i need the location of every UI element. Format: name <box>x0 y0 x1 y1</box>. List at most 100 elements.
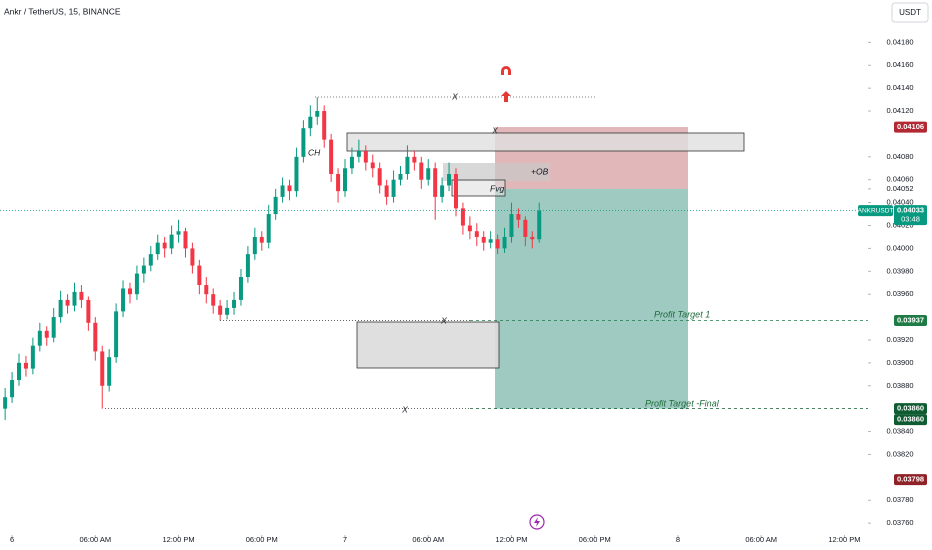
candle-body <box>72 291 77 306</box>
candle-body <box>65 299 70 306</box>
annotation: X <box>401 404 408 414</box>
fvg-box <box>451 179 506 197</box>
candle-body <box>197 265 202 286</box>
candle-body <box>460 208 465 226</box>
x-tick-label: 06:00 PM <box>579 535 611 544</box>
y-tick-label: 0.04140 <box>886 83 913 92</box>
arrow-icon <box>501 91 511 102</box>
candle-body <box>23 362 28 369</box>
candle-body <box>100 351 105 386</box>
y-tick-label: 0.03920 <box>886 335 913 344</box>
candle-body <box>30 345 35 369</box>
x-tick-label: 12:00 PM <box>495 535 527 544</box>
current-badge <box>894 205 927 226</box>
candle-body <box>419 162 424 180</box>
levels <box>0 210 868 410</box>
candle-body <box>169 234 174 249</box>
demand-box <box>356 321 500 369</box>
y-tick-label: 0.04052 <box>886 184 913 193</box>
magnet-icon[interactable] <box>501 66 511 75</box>
candle-body <box>232 299 237 308</box>
candle-body <box>176 231 181 235</box>
price-badge <box>894 403 927 415</box>
price-badge-label: 0.03798 <box>897 475 924 484</box>
candle-body <box>259 236 264 243</box>
candle-body <box>474 231 479 237</box>
currency-label: USDT <box>899 8 921 17</box>
candle-body <box>252 236 257 255</box>
candle-body <box>516 214 521 220</box>
y-tick-label: 0.04000 <box>886 243 913 252</box>
y-tick-label: 0.03760 <box>886 518 913 527</box>
candle-body <box>356 151 361 157</box>
candle-body <box>155 242 160 255</box>
annotation: Fvg <box>490 183 504 193</box>
x-tick-label: 06:00 AM <box>79 535 111 544</box>
y-tick-label: 0.03900 <box>886 358 913 367</box>
candles <box>3 97 542 421</box>
price-badge <box>894 315 927 327</box>
y-tick-label: 0.04060 <box>886 175 913 184</box>
currency-button[interactable] <box>891 2 929 23</box>
candle-body <box>183 231 188 249</box>
candle-body <box>343 168 348 192</box>
candle-body <box>3 397 8 409</box>
event-bolt <box>534 517 540 527</box>
candle-body <box>467 225 472 232</box>
y-tick-label: 0.04120 <box>886 106 913 115</box>
candle-body <box>190 248 195 266</box>
candle-body <box>384 185 389 197</box>
candle-body <box>433 168 438 197</box>
candle-body <box>398 173 403 180</box>
candle-body <box>141 265 146 274</box>
candle-body <box>44 330 49 338</box>
y-tick-label: 0.04180 <box>886 37 913 46</box>
candle-body <box>238 277 243 300</box>
candle-body <box>148 254 153 266</box>
x-tick-label: 6 <box>10 535 14 544</box>
y-tick-label: 0.03980 <box>886 266 913 275</box>
y-tick-label: 0.04160 <box>886 60 913 69</box>
candle-body <box>10 380 15 398</box>
candle-body <box>301 128 306 157</box>
x-tick-label: 06:00 PM <box>246 535 278 544</box>
candle-body <box>523 219 528 237</box>
event-icon[interactable] <box>529 514 545 530</box>
y-tick-label: 0.03820 <box>886 449 913 458</box>
candle-body <box>79 291 84 300</box>
symbol-badge <box>858 205 893 217</box>
price-badge <box>894 414 927 426</box>
annotation: Profit Target 1 <box>654 309 710 319</box>
candle-body <box>51 317 56 338</box>
candle-body <box>530 236 535 240</box>
candle-body <box>308 116 313 129</box>
candle-body <box>502 236 507 249</box>
candle-body <box>204 285 209 295</box>
annotation: X <box>491 125 498 135</box>
candle-body <box>162 242 167 249</box>
candle-body <box>447 173 452 186</box>
candle-body <box>377 168 382 186</box>
candle-body <box>211 294 216 306</box>
candle-body <box>405 156 410 174</box>
price-badge <box>894 121 927 133</box>
x-tick-label: 12:00 PM <box>162 535 194 544</box>
price-badge <box>894 474 927 486</box>
price-axis: 0.04180 0.04160 0.04140 0.04120 0.04080 0.040… <box>10 37 927 544</box>
candle-body <box>426 168 431 180</box>
candle-body <box>127 288 132 295</box>
price-badge-label: 0.03860 <box>897 404 924 413</box>
y-tick-label: 0.04080 <box>886 152 913 161</box>
candle-body <box>225 307 230 315</box>
candle-body <box>114 311 119 358</box>
y-tick-label: 0.03880 <box>886 381 913 390</box>
y-tick-label: 0.04040 <box>886 198 913 207</box>
annotation: Profit Target -Final <box>645 398 720 408</box>
candle-body <box>370 162 375 169</box>
price-badge-label: 0.03937 <box>897 316 924 325</box>
candle-body <box>287 185 292 192</box>
x-tick-label: 8 <box>676 535 680 544</box>
candle-body <box>363 151 368 163</box>
